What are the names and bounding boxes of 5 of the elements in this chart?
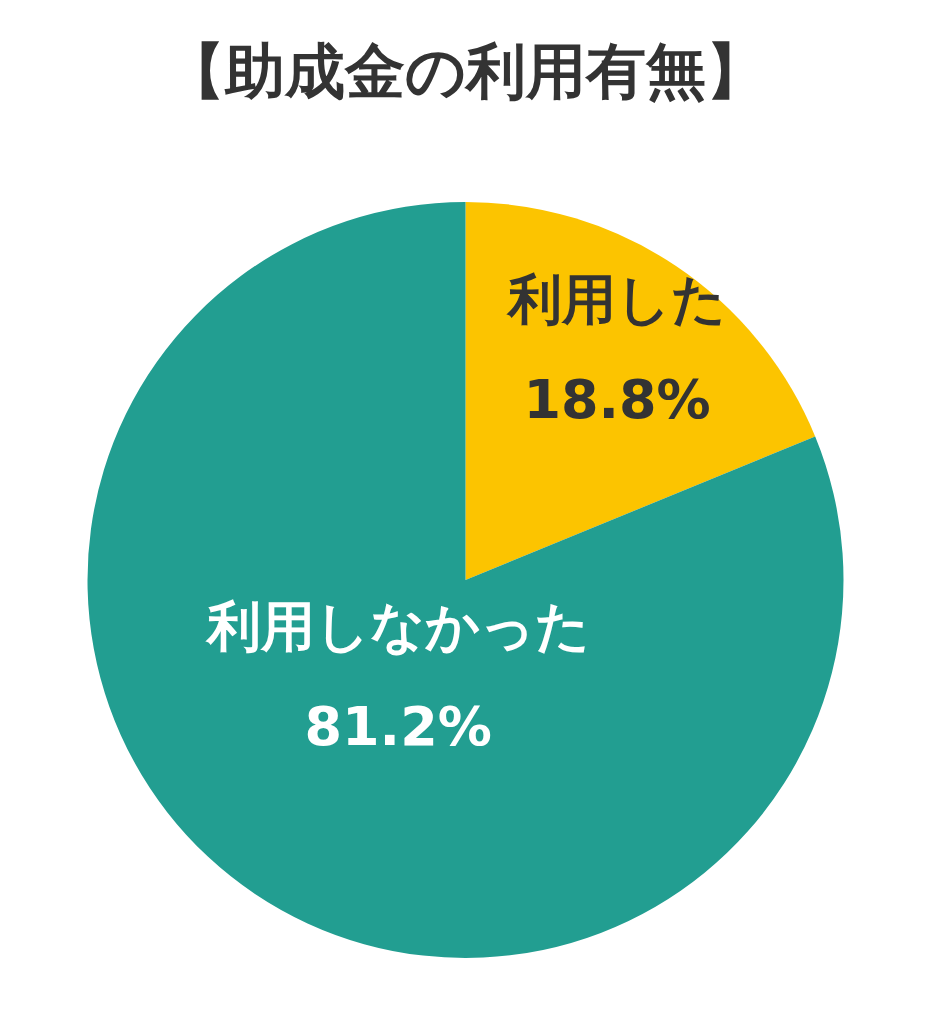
chart-title: 【助成金の利用有無】 (165, 35, 766, 106)
slice-label: 利用しなかった (204, 594, 590, 658)
data-label: 81.2% (304, 694, 492, 758)
slice-label: 利用した (506, 267, 727, 331)
data-label: 18.8% (523, 367, 711, 431)
